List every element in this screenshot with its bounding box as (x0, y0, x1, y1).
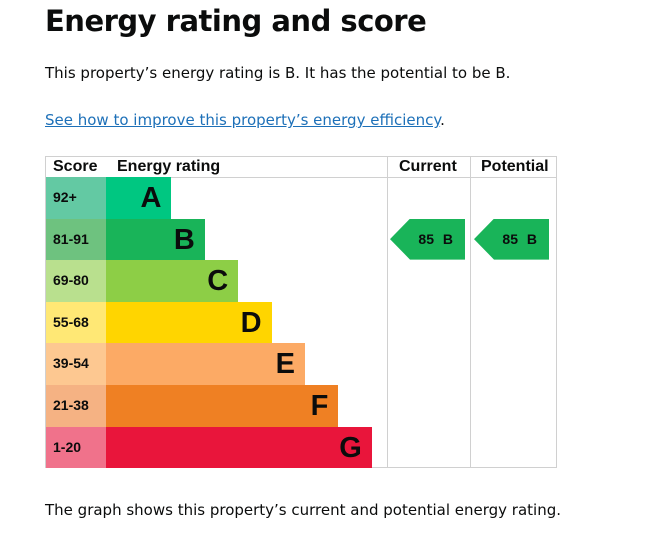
rating-summary: This property’s energy rating is B. It h… (45, 64, 511, 82)
chart-caption: The graph shows this property’s current … (45, 501, 561, 519)
potential-rating-arrow: 85 B (474, 218, 549, 260)
band-bar: F (106, 385, 339, 427)
score-header: Score (53, 158, 98, 175)
band-bar: D (106, 301, 272, 344)
band-score: 81-91 (46, 218, 106, 261)
improve-efficiency-link[interactable]: See how to improve this property’s energ… (45, 111, 441, 129)
band-bar: A (106, 177, 172, 219)
page-title: Energy rating and score (45, 4, 427, 38)
improve-link-line: See how to improve this property’s energ… (45, 111, 445, 129)
divider (470, 157, 471, 467)
divider (46, 177, 556, 178)
band-bar: C (106, 260, 239, 302)
band-score: 92+ (46, 177, 106, 219)
band-bar: E (106, 343, 305, 385)
band-score: 1-20 (46, 426, 106, 469)
link-suffix: . (440, 111, 445, 129)
band-score: 21-38 (46, 385, 106, 427)
current-rating-arrow: 85 B (390, 218, 465, 260)
band-score: 55-68 (46, 301, 106, 344)
band-bar: G (106, 426, 372, 469)
band-bar: B (106, 218, 205, 261)
energy-rating-chart: Score Energy rating Current Potential 92… (45, 156, 557, 469)
divider (387, 157, 388, 467)
rating-header: Energy rating (117, 158, 221, 175)
current-header: Current (399, 158, 457, 175)
band-score: 69-80 (46, 260, 106, 302)
band-score: 39-54 (46, 343, 106, 385)
potential-header: Potential (481, 158, 549, 175)
